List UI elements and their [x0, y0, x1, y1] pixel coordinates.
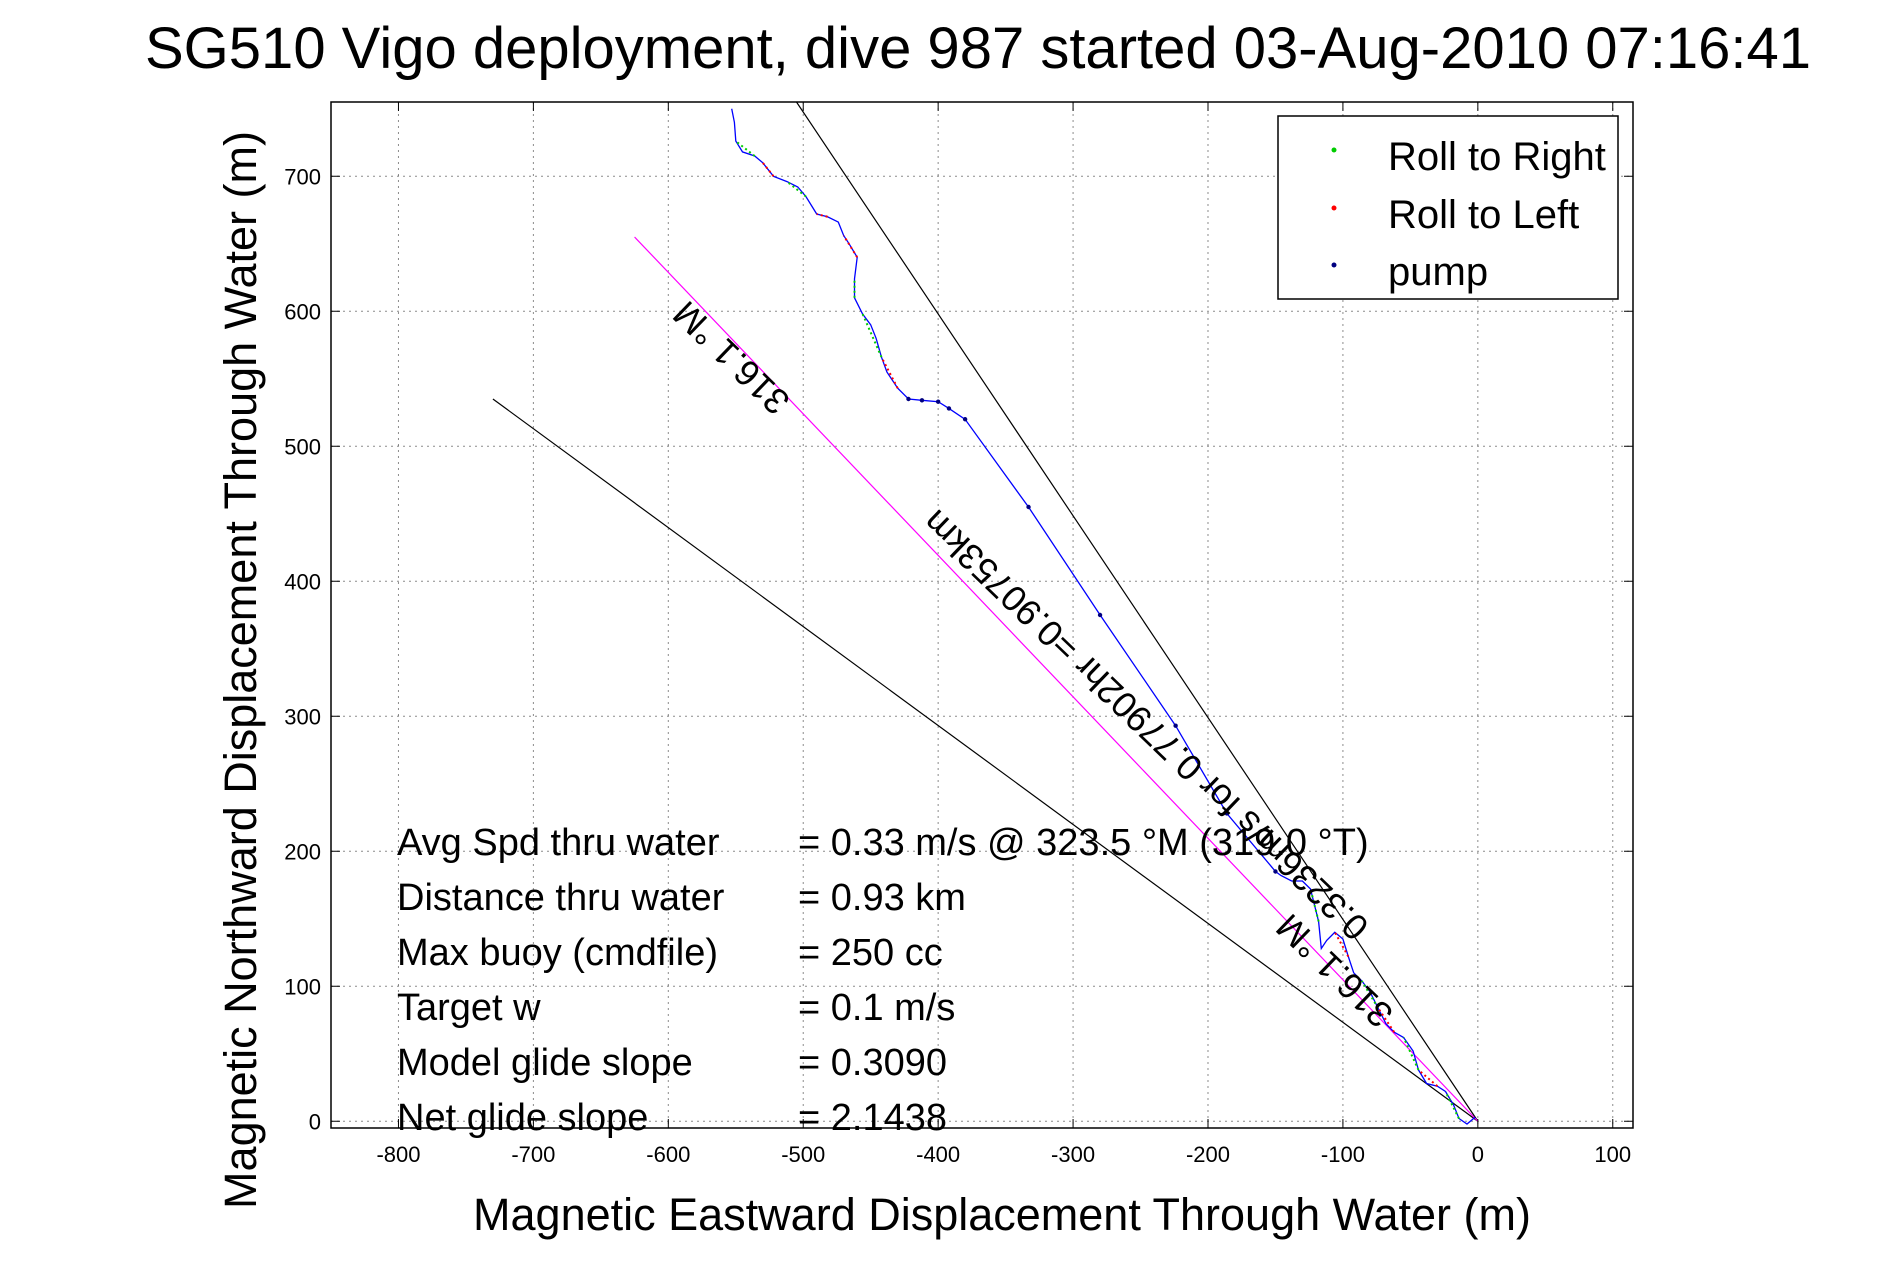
heading-line: [795, 101, 1479, 1122]
y-tick-label: 600: [284, 299, 321, 324]
heading-lines: [492, 101, 1479, 1122]
stat-label: Target w: [397, 987, 541, 1029]
pump-point: [962, 417, 968, 422]
x-axis-label: Magnetic Eastward Displacement Through W…: [473, 1189, 1531, 1240]
x-tick-label: -400: [916, 1142, 960, 1167]
stat-value: = 0.33 m/s @ 323.5 °M (319.0 °T): [798, 822, 1369, 864]
pump-point: [1026, 504, 1031, 510]
pump-point: [906, 396, 911, 402]
roll-left-marks: [1417, 1069, 1439, 1087]
heading-line: [634, 236, 1479, 1122]
stat-value: = 0.3090: [798, 1042, 947, 1084]
legend-marker-roll-right: [1331, 147, 1337, 153]
stat-value: = 0.93 km: [798, 877, 966, 919]
pump-point: [1097, 612, 1103, 618]
chart-title: SG510 Vigo deployment, dive 987 started …: [145, 16, 1811, 81]
legend-label-roll-left: Roll to Left: [1388, 193, 1579, 237]
pump-point: [1224, 811, 1230, 816]
track-line: [731, 108, 1476, 1125]
x-tick-label: 100: [1594, 1142, 1631, 1167]
legend-marker-roll-left: [1331, 205, 1337, 211]
axis-ticks: -800 -700 -600 -500 -400 -300 -200 -100 0 100 0 100…: [284, 102, 1633, 1167]
x-tick-label: -500: [781, 1142, 825, 1167]
roll-right-marks: [1360, 980, 1379, 1009]
grid-lines: [331, 102, 1633, 1128]
y-tick-label: 400: [284, 569, 321, 594]
y-tick-label: 200: [284, 839, 321, 864]
pump-point: [1273, 869, 1278, 874]
plot-frame: [330, 101, 1634, 1129]
stat-value: = 0.1 m/s: [798, 987, 955, 1029]
roll-right-marks: [786, 180, 807, 198]
y-tick-label: 500: [284, 434, 321, 459]
stat-label: Max buoy (cmdfile): [397, 932, 718, 974]
x-tick-label: -600: [646, 1142, 690, 1167]
heading-line: [492, 398, 1479, 1122]
roll-right-marks: [735, 140, 756, 157]
legend-label-roll-right: Roll to Right: [1388, 135, 1606, 179]
legend-label-pump: pump: [1388, 250, 1488, 294]
legend: Roll to Right Roll to Left pump: [1277, 115, 1619, 300]
y-tick-label: 300: [284, 704, 321, 729]
stat-label: Avg Spd thru water: [397, 822, 720, 864]
stat-label: Distance thru water: [397, 877, 725, 919]
glider-track: [731, 108, 1476, 1125]
pump-point: [946, 406, 952, 411]
y-axis-label: Magnetic Northward Displacement Through …: [215, 131, 266, 1209]
x-tick-label: -300: [1051, 1142, 1095, 1167]
roll-left-marks: [816, 213, 828, 218]
stats-block: Avg Spd thru water = 0.33 m/s @ 323.5 °M…: [397, 822, 1369, 1139]
y-tick-label: 100: [284, 974, 321, 999]
x-tick-label: -100: [1321, 1142, 1365, 1167]
pump-point: [935, 399, 941, 404]
pump-point: [1173, 723, 1178, 728]
stat-label: Net glide slope: [397, 1097, 648, 1139]
legend-marker-pump: [1331, 262, 1337, 268]
x-tick-label: -800: [376, 1142, 420, 1167]
x-tick-label: 0: [1472, 1142, 1484, 1167]
stat-value: = 2.1438: [798, 1097, 947, 1139]
x-tick-label: -700: [511, 1142, 555, 1167]
stat-label: Model glide slope: [397, 1042, 693, 1084]
stat-value: = 250 cc: [798, 932, 943, 974]
roll-right-marks: [1402, 1037, 1420, 1071]
roll-right-marks: [1309, 888, 1320, 922]
y-tick-label: 0: [309, 1109, 321, 1134]
x-tick-label: -200: [1186, 1142, 1230, 1167]
roll-right-marks: [1444, 1091, 1460, 1119]
y-tick-label: 700: [284, 164, 321, 189]
pump-point: [919, 398, 925, 403]
roll-left-marks: [842, 235, 859, 258]
roll-left-marks: [880, 356, 899, 389]
